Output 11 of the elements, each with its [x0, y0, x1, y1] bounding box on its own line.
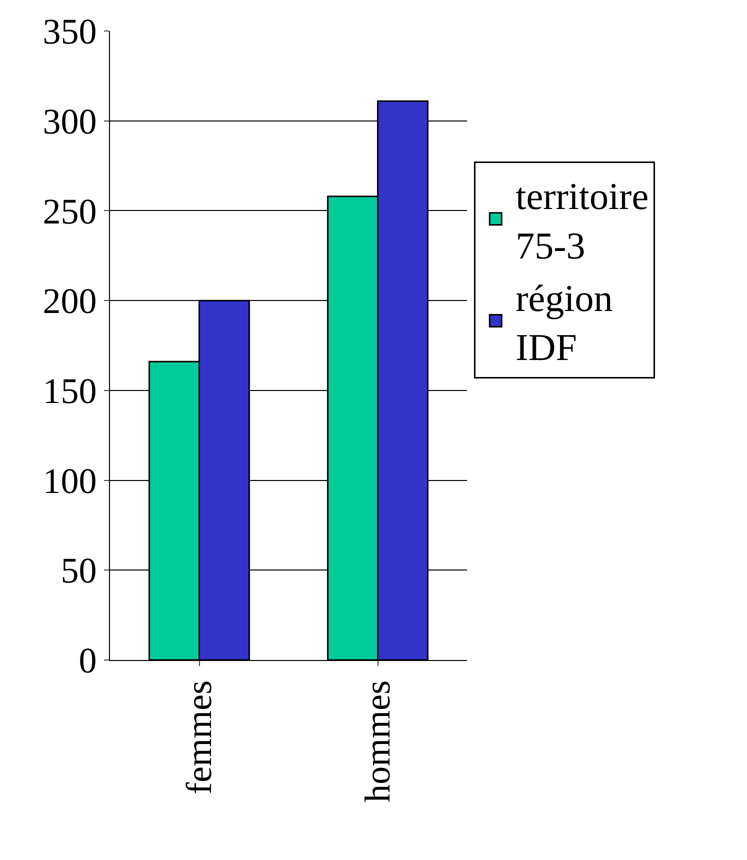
y-tick-label: 200 [42, 281, 97, 322]
y-tick-label: 300 [42, 101, 97, 142]
y-tick-label: 350 [42, 12, 97, 52]
legend-label: région IDF [516, 278, 613, 370]
y-tick-label: 50 [60, 550, 97, 591]
y-tick-label: 150 [42, 371, 97, 412]
y-tick-label: 100 [42, 460, 97, 501]
y-tick-label: 0 [78, 640, 97, 681]
y-tick-label: 250 [42, 191, 97, 232]
x-tick-label: hommes [357, 680, 398, 802]
x-tick-label: femmes [178, 680, 219, 794]
